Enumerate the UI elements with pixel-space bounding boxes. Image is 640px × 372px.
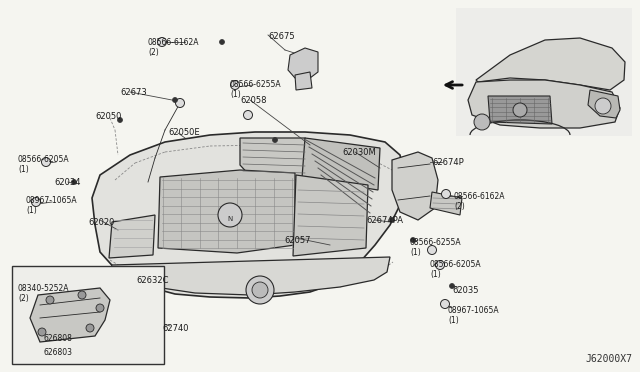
Circle shape [435,260,445,269]
Circle shape [78,291,86,299]
Text: 62632C: 62632C [136,276,168,285]
Polygon shape [240,138,310,182]
Circle shape [42,157,51,167]
Polygon shape [158,170,295,253]
Bar [12,266,164,364]
Polygon shape [468,80,620,128]
Circle shape [390,218,394,222]
Polygon shape [295,72,312,90]
Text: 08566-6205A
(1): 08566-6205A (1) [18,155,70,174]
Circle shape [86,324,94,332]
Circle shape [474,114,490,130]
Circle shape [220,39,225,45]
Polygon shape [288,48,318,78]
Text: 62674P: 62674P [432,158,464,167]
Polygon shape [476,38,625,90]
Circle shape [118,118,122,122]
Circle shape [440,299,449,308]
Text: 08566-6162A
(2): 08566-6162A (2) [148,38,200,57]
Circle shape [173,97,177,103]
Text: 08967-1065A
(1): 08967-1065A (1) [26,196,77,215]
Polygon shape [488,96,552,124]
Polygon shape [392,152,438,220]
Polygon shape [293,175,368,256]
Text: 62740: 62740 [162,324,189,333]
Text: 62058: 62058 [240,96,266,105]
Text: 08340-5252A
(2): 08340-5252A (2) [18,284,70,304]
Text: 62673: 62673 [120,88,147,97]
Circle shape [595,98,611,114]
Text: 62035: 62035 [452,286,479,295]
Text: 62057: 62057 [284,236,310,245]
Circle shape [428,246,436,254]
Polygon shape [30,288,110,342]
Circle shape [175,99,184,108]
Circle shape [218,203,242,227]
Circle shape [230,80,239,90]
Circle shape [246,276,274,304]
Text: 08566-6255A
(1): 08566-6255A (1) [230,80,282,99]
Text: 626808: 626808 [44,334,73,343]
Polygon shape [588,90,620,118]
Polygon shape [110,257,390,295]
Circle shape [252,282,268,298]
Bar [456,8,632,136]
Text: 62050: 62050 [95,112,122,121]
Text: 626803: 626803 [44,348,73,357]
Text: 08566-6205A
(1): 08566-6205A (1) [430,260,482,279]
Circle shape [31,198,40,206]
Circle shape [243,110,253,119]
Circle shape [96,304,104,312]
Polygon shape [302,138,380,190]
Text: 08967-1065A
(1): 08967-1065A (1) [448,306,500,326]
Circle shape [157,38,166,46]
Circle shape [19,282,29,291]
Polygon shape [109,215,155,258]
Polygon shape [430,192,462,215]
Circle shape [449,283,454,289]
Text: J62000X7: J62000X7 [585,354,632,364]
Text: 08566-6162A
(2): 08566-6162A (2) [454,192,506,211]
Text: 62674PA: 62674PA [366,216,403,225]
Circle shape [410,237,415,243]
Polygon shape [92,132,405,298]
Text: 62020: 62020 [88,218,115,227]
Text: 08566-6255A
(1): 08566-6255A (1) [410,238,461,257]
Text: N: N [227,216,232,222]
Circle shape [72,180,77,185]
Text: 62050E: 62050E [168,128,200,137]
Circle shape [38,328,46,336]
Text: 62030M: 62030M [342,148,376,157]
Circle shape [273,138,278,142]
Circle shape [513,103,527,117]
Text: 62034: 62034 [54,178,81,187]
Text: 62675: 62675 [268,32,294,41]
Circle shape [46,296,54,304]
Circle shape [442,189,451,199]
